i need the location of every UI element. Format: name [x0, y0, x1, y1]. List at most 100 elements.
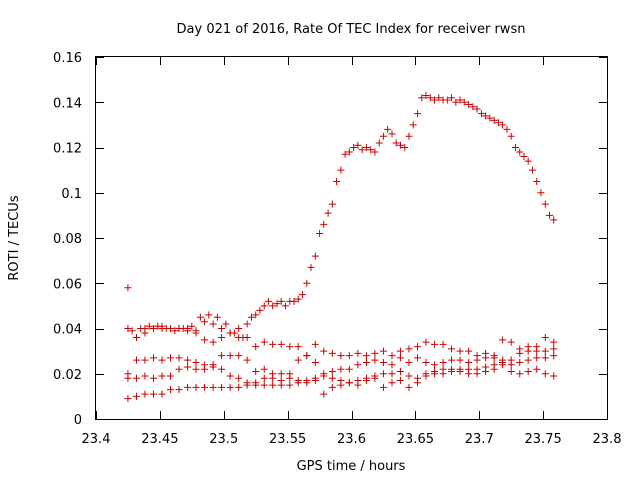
data-point [149, 325, 157, 332]
data-point [465, 101, 473, 109]
data-point [256, 306, 264, 314]
data-point [388, 352, 396, 360]
data-point [371, 148, 379, 156]
data-point [294, 356, 302, 364]
data-point [456, 96, 464, 104]
data-point [281, 302, 289, 310]
data-point [379, 132, 387, 140]
data-point [337, 381, 345, 389]
data-point [328, 367, 336, 375]
data-point [392, 139, 400, 147]
data-point [192, 365, 200, 373]
data-point [184, 356, 192, 364]
data-point [141, 390, 149, 398]
data-point [320, 390, 328, 398]
data-point [252, 367, 260, 375]
data-point [243, 320, 251, 328]
series-satellite-e [124, 361, 558, 403]
data-point [405, 132, 413, 140]
data-point [431, 340, 439, 348]
data-point [320, 372, 328, 380]
data-point [273, 300, 281, 308]
data-point [431, 361, 439, 369]
data-point [260, 302, 268, 310]
data-point [307, 263, 315, 271]
data-point [226, 329, 234, 337]
data-point [529, 166, 537, 174]
data-point [264, 297, 272, 305]
data-point [541, 354, 549, 362]
data-point [218, 325, 226, 332]
data-point [388, 370, 396, 378]
data-point [166, 372, 174, 380]
data-point [218, 365, 226, 373]
axis-ticks [96, 57, 608, 420]
data-point [422, 358, 430, 366]
data-point [341, 150, 349, 158]
data-point [345, 379, 353, 387]
data-point [333, 177, 341, 185]
data-point [524, 347, 532, 355]
data-point [252, 343, 260, 351]
data-point [452, 98, 460, 106]
data-point [311, 358, 319, 366]
data-point [294, 343, 302, 351]
data-point [490, 365, 498, 373]
data-point [243, 334, 251, 342]
data-point [286, 343, 294, 351]
data-point [149, 390, 157, 398]
data-point [388, 361, 396, 369]
chart-title: Day 021 of 2016, Rate Of TEC Index for r… [177, 22, 526, 37]
data-point [533, 177, 541, 185]
data-point [209, 383, 217, 391]
data-point [371, 374, 379, 382]
data-point [311, 340, 319, 348]
data-point [499, 121, 507, 129]
data-point [303, 379, 311, 387]
data-point [286, 381, 294, 389]
data-point [507, 132, 515, 140]
data-point [235, 352, 243, 360]
data-point [213, 313, 221, 321]
data-point [277, 370, 285, 378]
data-point [405, 358, 413, 366]
data-point [439, 370, 447, 378]
data-point [465, 347, 473, 355]
data-point [260, 374, 268, 382]
data-point [132, 374, 140, 382]
data-point [490, 116, 498, 124]
data-point [384, 125, 392, 133]
x-tick-label: 23.65 [397, 432, 434, 447]
data-point [422, 91, 430, 99]
data-point [192, 329, 200, 337]
series-satellite-a [124, 91, 558, 342]
data-point [490, 354, 498, 362]
data-point [294, 379, 302, 387]
data-point [362, 352, 370, 360]
y-tick-label: 0.04 [53, 323, 82, 338]
data-point [328, 349, 336, 357]
data-point [209, 363, 217, 371]
x-tick-labels: 23.4 23.45 23.5 23.55 23.6 23.65 23.7 23.75 23.8 [82, 432, 622, 447]
data-point [277, 381, 285, 389]
data-point [201, 336, 209, 344]
data-point [354, 381, 362, 389]
data-point [367, 146, 375, 154]
data-point [324, 209, 332, 217]
data-point [243, 356, 251, 364]
data-point [362, 358, 370, 366]
data-point [290, 297, 298, 305]
data-point [235, 334, 243, 342]
data-point [439, 340, 447, 348]
data-point [124, 284, 132, 292]
data-point [277, 340, 285, 348]
data-point [226, 383, 234, 391]
data-point [448, 367, 456, 375]
data-point [358, 146, 366, 154]
data-point [541, 370, 549, 378]
data-point [141, 329, 149, 337]
data-point [192, 358, 200, 366]
data-point [482, 367, 490, 375]
data-point [503, 125, 511, 133]
data-point [418, 94, 426, 102]
